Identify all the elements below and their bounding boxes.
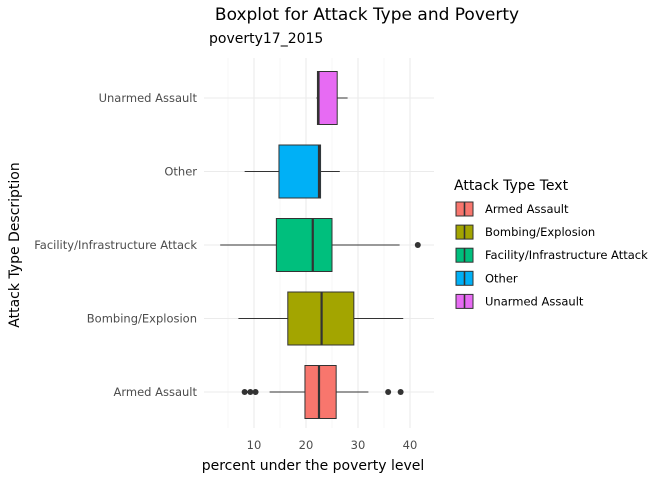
box-other bbox=[244, 144, 340, 199]
legend-label: Unarmed Assault bbox=[485, 294, 584, 308]
x-tick-label: 20 bbox=[299, 438, 314, 452]
iqr-box bbox=[275, 218, 333, 272]
legend: Attack Type Text Armed Assault Bombing/Ex… bbox=[454, 178, 648, 309]
x-tick-label: 30 bbox=[351, 438, 366, 452]
chart-subtitle: poverty17_2015 bbox=[209, 31, 323, 47]
legend-key bbox=[455, 247, 474, 263]
box-facility-infrastructure-attack bbox=[220, 218, 421, 272]
box-unarmed-assault bbox=[316, 71, 348, 125]
box-bombing-explosion bbox=[238, 291, 404, 346]
outlier-point bbox=[414, 242, 421, 248]
y-tick-label: Facility/Infrastructure Attack bbox=[34, 238, 197, 252]
iqr-box bbox=[316, 71, 338, 125]
legend-key bbox=[455, 270, 474, 286]
legend-label: Bombing/Explosion bbox=[485, 225, 595, 239]
y-tick-label: Other bbox=[164, 165, 197, 179]
plot-area: 10 20 30 40 Armed Assault Bombing/Explosion Fa… bbox=[34, 58, 434, 452]
outlier-point bbox=[252, 389, 259, 395]
x-tick-label: 40 bbox=[403, 438, 418, 452]
chart-title: Boxplot for Attack Type and Poverty bbox=[215, 5, 519, 25]
legend-label: Facility/Infrastructure Attack bbox=[485, 248, 648, 262]
outlier-point bbox=[241, 389, 248, 395]
box-armed-assault bbox=[241, 365, 404, 419]
outlier-point bbox=[397, 389, 404, 395]
x-tick-label: 10 bbox=[247, 438, 262, 452]
x-axis-title: percent under the poverty level bbox=[202, 458, 425, 474]
legend-key bbox=[455, 201, 474, 217]
legend-label: Other bbox=[485, 271, 518, 285]
legend-title: Attack Type Text bbox=[454, 178, 569, 194]
outlier-point bbox=[247, 389, 254, 395]
y-axis-title: Attack Type Description bbox=[7, 162, 23, 327]
y-tick-label: Unarmed Assault bbox=[99, 91, 198, 105]
outlier-point bbox=[385, 389, 392, 395]
y-tick-label: Armed Assault bbox=[113, 385, 197, 399]
iqr-box bbox=[304, 365, 337, 419]
legend-key bbox=[455, 224, 474, 240]
legend-label: Armed Assault bbox=[485, 202, 569, 216]
y-tick-label: Bombing/Explosion bbox=[87, 312, 197, 326]
iqr-box bbox=[278, 144, 322, 199]
legend-key bbox=[455, 293, 474, 309]
